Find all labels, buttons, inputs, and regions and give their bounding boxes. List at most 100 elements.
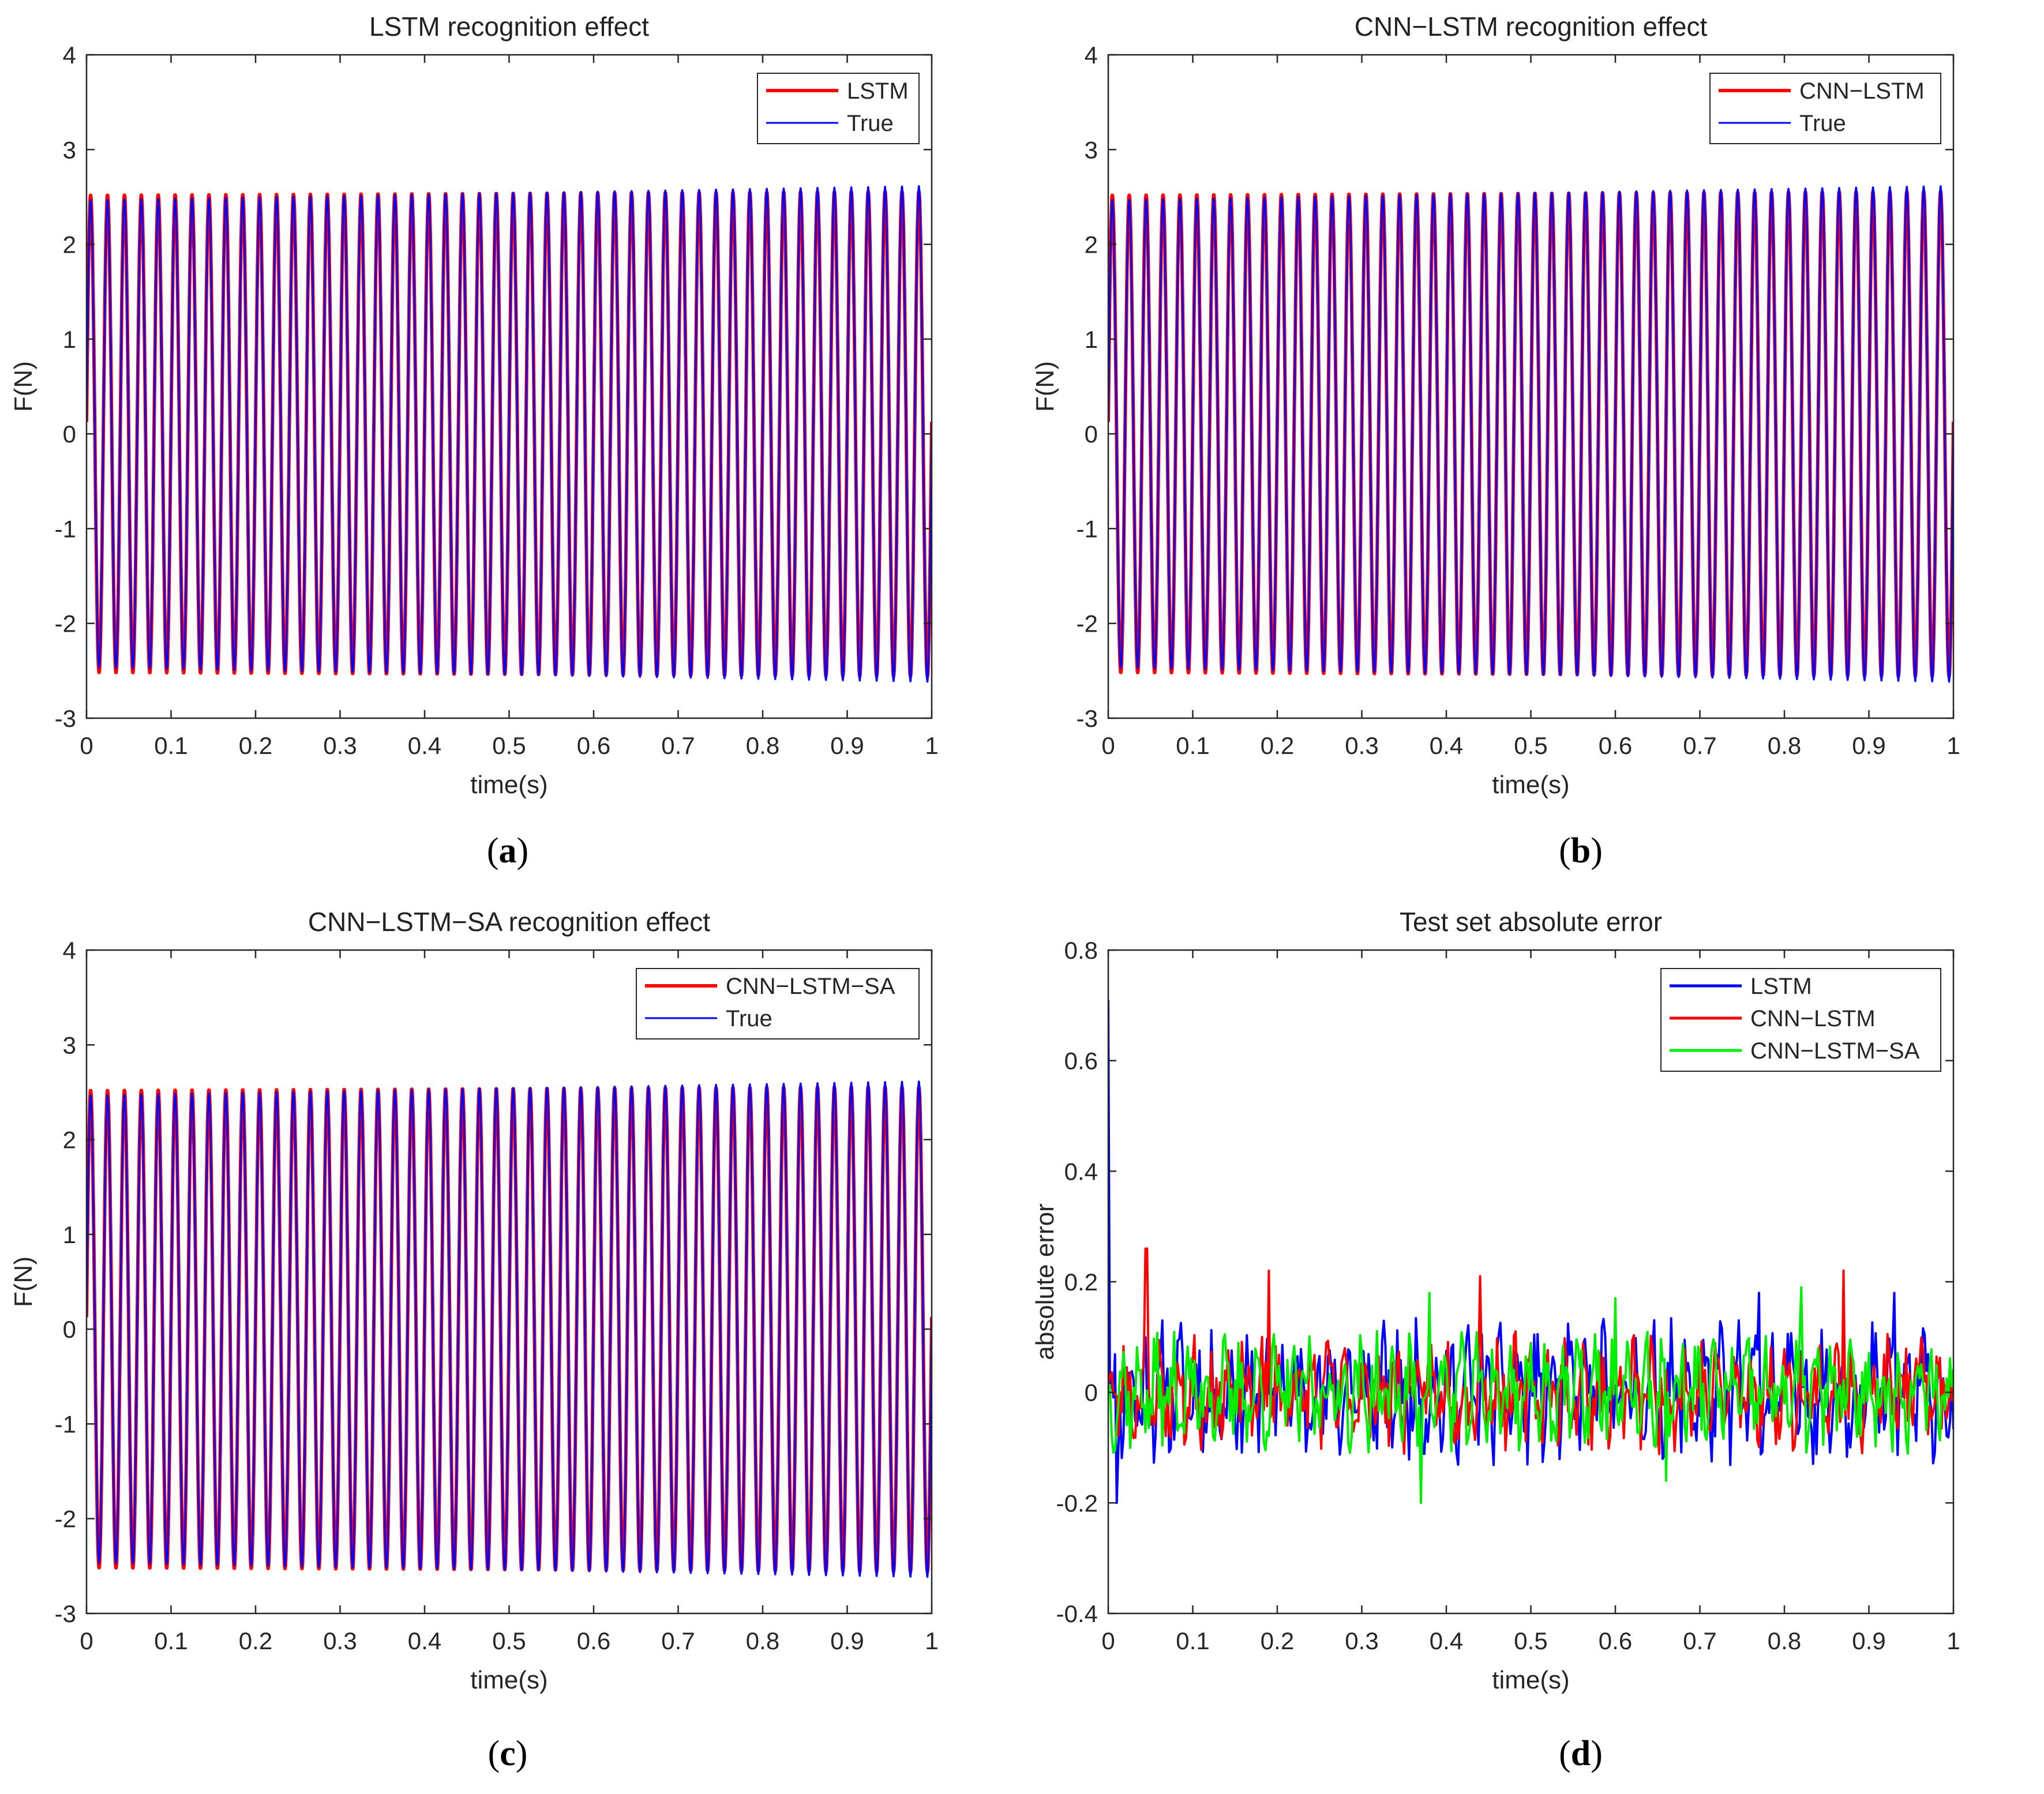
chart-panel-b: CNN−LSTM recognition effect 0 0.1 0.2 0.3 0.4…: [1022, 0, 2044, 895]
x-axis-label: time(s): [470, 1666, 547, 1694]
x-tick-label: 0.2: [1261, 732, 1294, 759]
x-tick-label: 0: [1101, 732, 1115, 759]
y-tick-label: 0.4: [1064, 1158, 1098, 1185]
chart-title: CNN−LSTM−SA recognition effect: [308, 907, 710, 937]
chart-b-svg: CNN−LSTM recognition effect 0 0.1 0.2 0.3 0.4…: [1031, 12, 1960, 799]
y-axis-label: F(N): [1031, 361, 1059, 412]
series-group: [1108, 185, 1953, 683]
x-tick-label: 0.5: [492, 732, 526, 759]
x-tick-label: 0.4: [408, 1627, 441, 1654]
x-tick-label: 0.3: [1345, 1627, 1378, 1654]
x-tick-label: 0.6: [577, 732, 610, 759]
caption-d: (d): [1559, 1734, 1603, 1773]
y-tick-label: -3: [1077, 705, 1098, 732]
x-tick-label: 0.5: [1514, 1627, 1547, 1654]
chart-panel-a: LSTM recognition effect 0 0.1 0.2 0.3 0.4 0.5 0…: [0, 0, 1022, 895]
x-tick-label: 0.9: [830, 1627, 864, 1654]
y-tick-label: -3: [55, 1600, 76, 1627]
y-tick-label: -2: [55, 1506, 76, 1533]
y-tick-label: 0: [1085, 421, 1098, 448]
x-tick-label: 0.8: [1768, 732, 1801, 759]
y-tick-label: 0: [63, 1316, 76, 1343]
chart-c-svg: CNN−LSTM−SA recognition effect 0 0.1 0.2 0.3…: [9, 907, 939, 1694]
x-tick-label: 0.3: [1345, 732, 1378, 759]
y-tick-label: -3: [55, 705, 76, 732]
x-tick-label: 0.6: [1599, 1627, 1632, 1654]
x-tick-label: 0.7: [661, 1627, 695, 1654]
legend-box: [757, 73, 920, 144]
series-line-CNN−LSTM−SA: [1108, 1286, 1953, 1504]
x-tick-label: 0.5: [1514, 732, 1547, 759]
legend-label: LSTM: [847, 78, 909, 104]
legend-box: [1709, 73, 1941, 144]
x-tick-label: 0.1: [1176, 732, 1209, 759]
x-tick-label: 0.9: [830, 732, 864, 759]
chart-title: CNN−LSTM recognition effect: [1355, 12, 1708, 42]
x-tick-label: 0.3: [323, 732, 357, 759]
x-tick-label: 0.7: [1683, 732, 1716, 759]
y-tick-label: 2: [1085, 231, 1098, 258]
series-group: [1108, 1000, 1953, 1504]
x-tick-label: 0.8: [746, 1627, 779, 1654]
y-tick-label: 0: [1085, 1379, 1098, 1406]
y-tick-label: -1: [55, 1410, 76, 1438]
y-axis-label: F(N): [9, 361, 37, 412]
x-tick-label: 0.7: [661, 732, 695, 759]
x-tick-label: 0.2: [1261, 1627, 1294, 1654]
y-tick-label: 2: [63, 231, 76, 258]
legend-label: CNN−LSTM: [1799, 78, 1925, 104]
y-tick-label: -2: [55, 610, 76, 637]
x-tick-label: 1: [1947, 732, 1960, 759]
legend-label: True: [726, 1006, 772, 1031]
x-axis-label: time(s): [470, 771, 547, 799]
chart-title: LSTM recognition effect: [369, 12, 649, 42]
y-tick-label: 0.8: [1064, 937, 1098, 964]
x-tick-label: 0.2: [239, 1627, 272, 1654]
x-axis-label: time(s): [1492, 1666, 1569, 1694]
y-tick-label: 0: [63, 421, 76, 448]
x-tick-label: 0.5: [492, 1627, 526, 1654]
chart-a-svg: LSTM recognition effect 0 0.1 0.2 0.3 0.4 0.5 0…: [9, 12, 939, 799]
y-tick-label: 4: [63, 42, 76, 69]
legend-label: True: [847, 111, 894, 136]
series-line-True: [87, 185, 932, 683]
x-tick-label: 0.4: [1430, 732, 1463, 759]
x-tick-label: 1: [1947, 1627, 1960, 1654]
x-axis-label: time(s): [1492, 771, 1569, 799]
y-tick-label: -2: [1077, 610, 1098, 637]
legend-label: CNN−LSTM−SA: [1750, 1038, 1920, 1064]
y-tick-label: 1: [63, 326, 76, 353]
legend-label: LSTM: [1750, 974, 1812, 999]
y-tick-label: 3: [63, 1031, 76, 1059]
x-tick-label: 0: [80, 1627, 93, 1654]
x-tick-label: 1: [925, 732, 938, 759]
series-group: [87, 185, 932, 683]
series-group: [87, 1080, 932, 1578]
caption-a: (a): [486, 831, 529, 870]
y-tick-label: 0.6: [1064, 1048, 1098, 1075]
y-tick-label: -1: [55, 515, 76, 542]
series-line-True: [1108, 185, 1953, 683]
x-tick-label: 0.6: [1599, 732, 1632, 759]
y-tick-label: -1: [1077, 515, 1098, 542]
y-tick-label: 3: [1085, 136, 1098, 163]
y-tick-label: -0.2: [1056, 1489, 1098, 1517]
x-tick-label: 0.3: [323, 1627, 357, 1654]
x-tick-label: 0.8: [746, 732, 779, 759]
y-tick-label: 1: [63, 1221, 76, 1248]
legend-label: CNN−LSTM: [1750, 1006, 1876, 1031]
x-tick-label: 0.4: [1430, 1627, 1463, 1654]
x-tick-label: 0.1: [1176, 1627, 1209, 1654]
x-tick-label: 0.1: [154, 732, 187, 759]
x-tick-label: 0: [1101, 1627, 1115, 1654]
series-line-True: [87, 1080, 932, 1578]
legend-label: True: [1799, 111, 1846, 136]
x-tick-label: 0.9: [1852, 732, 1885, 759]
legend-label: CNN−LSTM−SA: [726, 974, 895, 999]
caption-b: (b): [1559, 831, 1603, 870]
x-tick-label: 0.6: [577, 1627, 610, 1654]
x-tick-label: 0.9: [1852, 1627, 1885, 1654]
y-tick-label: 3: [63, 136, 76, 163]
y-tick-label: -0.4: [1056, 1600, 1098, 1627]
chart-panel-d: Test set absolute error 0 0.1 0.2 0.3 0.4 0.5 0…: [1022, 895, 2044, 1791]
